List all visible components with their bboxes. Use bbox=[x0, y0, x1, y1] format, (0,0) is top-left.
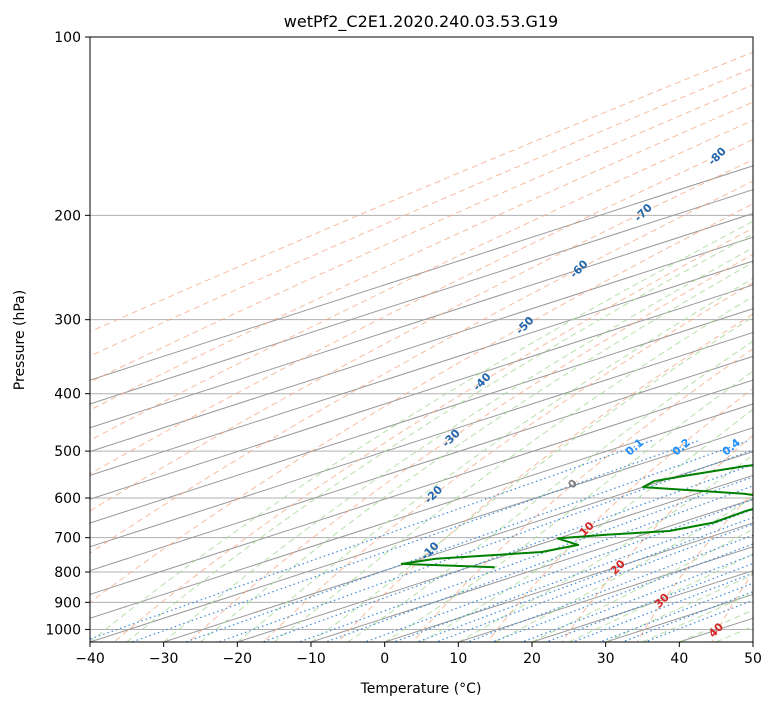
plot-frame bbox=[89, 36, 754, 643]
mixing-ratio-line bbox=[324, 485, 753, 642]
moist-adiabat bbox=[310, 316, 753, 642]
x-axis-ticks: −40 −30 −20 −10 0 10 20 30 40 50 bbox=[75, 642, 762, 667]
moist-adiabats bbox=[90, 220, 753, 642]
moist-adiabat bbox=[531, 528, 753, 642]
dry-adiabat bbox=[188, 253, 753, 642]
mixing-ratio-line bbox=[434, 523, 753, 642]
moist-adiabat bbox=[494, 496, 753, 642]
mixing-ratio-line bbox=[415, 516, 753, 642]
dry-adiabat bbox=[113, 227, 753, 642]
plot-area bbox=[90, 37, 753, 642]
dry-adiabat bbox=[486, 387, 753, 642]
isotherm bbox=[90, 260, 753, 476]
x-tick-label: 30 bbox=[597, 651, 615, 667]
y-tick-label: 100 bbox=[54, 30, 81, 46]
isotherm bbox=[90, 331, 753, 548]
isotherm bbox=[90, 308, 753, 524]
y-tick-label: 300 bbox=[54, 313, 81, 329]
dry-adiabat bbox=[90, 101, 753, 411]
moist-adiabat bbox=[384, 370, 753, 642]
y-tick-label: 1000 bbox=[45, 622, 81, 638]
y-tick-label: 400 bbox=[54, 387, 81, 403]
x-tick-label: −40 bbox=[75, 651, 105, 667]
mixing-ratio-line bbox=[130, 440, 699, 642]
isotherm bbox=[90, 189, 753, 405]
y-tick-label: 200 bbox=[54, 208, 81, 224]
x-tick-label: −30 bbox=[149, 651, 179, 667]
x-tick-label: 40 bbox=[670, 651, 688, 667]
moist-adiabat bbox=[163, 247, 753, 642]
moist-adiabat bbox=[273, 295, 753, 642]
chart-title: wetPf2_C2E1.2020.240.03.53.G19 bbox=[284, 12, 558, 32]
isotherms bbox=[90, 165, 753, 642]
y-tick-label: 800 bbox=[54, 565, 81, 581]
dry-adiabat bbox=[262, 282, 753, 642]
moist-adiabat bbox=[126, 233, 753, 642]
mixing-ratio-line bbox=[465, 534, 753, 642]
x-tick-label: 50 bbox=[744, 651, 762, 667]
x-tick-label: 10 bbox=[449, 651, 467, 667]
x-tick-label: 20 bbox=[523, 651, 541, 667]
y-axis-title: Pressure (hPa) bbox=[12, 290, 28, 390]
dewpoint-profile-line bbox=[400, 464, 753, 569]
moist-adiabat bbox=[200, 261, 753, 642]
isotherm bbox=[90, 403, 753, 619]
moist-adiabat bbox=[237, 277, 753, 642]
moist-adiabat bbox=[605, 574, 753, 642]
profile-series bbox=[400, 464, 753, 569]
isotherm bbox=[90, 427, 753, 642]
isotherm bbox=[90, 284, 753, 500]
moist-adiabat bbox=[642, 592, 753, 642]
isotherm bbox=[235, 474, 753, 642]
isotherm bbox=[90, 165, 753, 381]
isotherm bbox=[456, 546, 753, 642]
dry-adiabats bbox=[90, 51, 753, 642]
moist-adiabat bbox=[458, 454, 753, 642]
dry-adiabat bbox=[90, 159, 753, 512]
mixing-ratio-line bbox=[392, 508, 753, 642]
moist-adiabat bbox=[90, 220, 753, 642]
isotherm bbox=[90, 355, 753, 572]
isotherm bbox=[162, 451, 753, 642]
x-tick-label: −20 bbox=[223, 651, 253, 667]
mixing-ratio-line bbox=[183, 440, 749, 642]
y-tick-label: 600 bbox=[54, 491, 81, 507]
isotherm bbox=[90, 212, 753, 429]
isotherm bbox=[90, 236, 753, 453]
dry-adiabat bbox=[561, 434, 753, 642]
y-tick-label: 700 bbox=[54, 531, 81, 547]
mixing-ratio-lines bbox=[90, 440, 753, 642]
dry-adiabat bbox=[90, 84, 753, 383]
x-tick-label: −10 bbox=[296, 651, 326, 667]
x-axis-title: Temperature (°C) bbox=[360, 681, 482, 697]
dry-adiabat bbox=[412, 348, 753, 642]
mixing-ratio-line bbox=[297, 476, 753, 642]
x-tick-label: 0 bbox=[380, 651, 389, 667]
pressure-gridlines bbox=[90, 37, 753, 630]
y-tick-label: 900 bbox=[54, 595, 81, 611]
isotherm bbox=[90, 379, 753, 595]
mixing-ratio-line bbox=[217, 449, 753, 642]
moist-adiabat bbox=[347, 340, 753, 642]
dry-adiabat bbox=[90, 180, 753, 554]
moist-adiabat bbox=[421, 408, 753, 642]
dry-adiabat bbox=[90, 203, 753, 604]
y-axis-ticks: 100 200 300 400 500 600 700 800 900 1000 bbox=[45, 30, 90, 638]
mixing-ratio-line bbox=[544, 562, 753, 642]
isotherm bbox=[383, 522, 753, 642]
y-tick-label: 500 bbox=[54, 444, 81, 460]
mixing-ratio-line bbox=[363, 498, 753, 642]
isotherm bbox=[309, 498, 753, 642]
